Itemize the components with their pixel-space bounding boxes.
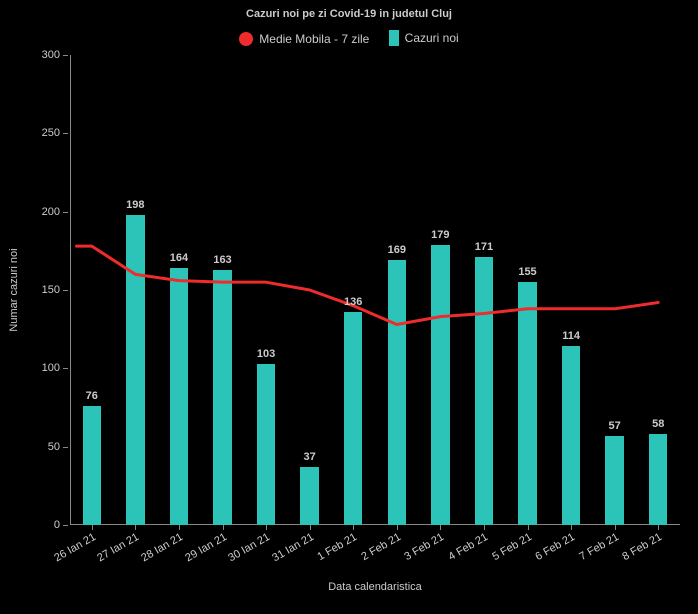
bar-value-label: 171 (475, 241, 493, 253)
legend-label-line: Medie Mobila - 7 zile (259, 32, 369, 46)
bar-value-label: 76 (86, 390, 98, 402)
bar-value-label: 58 (652, 418, 664, 430)
y-tick-label: 250 (42, 127, 60, 139)
y-tick-mark (63, 212, 68, 213)
legend-swatch-line (239, 32, 253, 46)
legend-item-bars: Cazuri noi (389, 30, 459, 46)
x-tick-label: 8 Feb 21 (621, 531, 665, 563)
legend-label-bars: Cazuri noi (405, 31, 459, 45)
x-tick-mark (266, 525, 267, 530)
x-tick-mark (397, 525, 398, 530)
x-axis-label: Data calendaristica (70, 581, 680, 593)
y-tick-label: 300 (42, 49, 60, 61)
x-tick-label: 3 Feb 21 (403, 531, 447, 563)
y-tick-label: 0 (54, 519, 60, 531)
x-tick-mark (658, 525, 659, 530)
x-tick-mark (440, 525, 441, 530)
bar-value-label: 198 (126, 199, 144, 211)
bar-value-label: 155 (518, 266, 536, 278)
chart-container: Cazuri noi pe zi Covid-19 in judetul Clu… (0, 0, 698, 614)
y-tick-label: 100 (42, 362, 60, 374)
y-tick-label: 50 (48, 441, 60, 453)
bar-value-label: 179 (431, 229, 449, 241)
x-tick-label: 2 Feb 21 (359, 531, 403, 563)
x-tick-label: 28 Ian 21 (139, 531, 185, 564)
bar-value-label: 103 (257, 348, 275, 360)
y-tick-mark (63, 368, 68, 369)
x-tick-mark (223, 525, 224, 530)
plot-area: 76 198 164 163 103 37 136 169 179 171 155 114 57 58 (70, 55, 680, 525)
bar-value-label: 37 (304, 451, 316, 463)
bar-value-label: 136 (344, 296, 362, 308)
x-tick-mark (135, 525, 136, 530)
y-axis-label: Numar cazuri noi (8, 248, 20, 331)
y-tick-mark (63, 447, 68, 448)
x-tick-label: 5 Feb 21 (490, 531, 534, 563)
legend: Medie Mobila - 7 zile Cazuri noi (0, 30, 698, 49)
bar-value-label: 163 (213, 254, 231, 266)
x-tick-label: 4 Feb 21 (446, 531, 490, 563)
x-tick-mark (571, 525, 572, 530)
y-tick-mark (63, 55, 68, 56)
y-tick-mark (63, 133, 68, 134)
chart-title: Cazuri noi pe zi Covid-19 in judetul Clu… (0, 8, 698, 20)
line-series (70, 55, 680, 525)
x-tick-mark (179, 525, 180, 530)
x-tick-label: 6 Feb 21 (533, 531, 577, 563)
x-tick-mark (92, 525, 93, 530)
x-tick-label: 26 Ian 21 (52, 531, 98, 564)
y-tick-mark (63, 525, 68, 526)
x-tick-label: 7 Feb 21 (577, 531, 621, 563)
x-tick-mark (310, 525, 311, 530)
bar-value-label: 114 (562, 330, 580, 342)
x-tick-mark (528, 525, 529, 530)
x-tick-label: 30 Ian 21 (226, 531, 272, 564)
x-tick-mark (353, 525, 354, 530)
y-tick-label: 150 (42, 284, 60, 296)
x-tick-label: 31 Ian 21 (270, 531, 316, 564)
x-tick-label: 27 Ian 21 (96, 531, 142, 564)
x-tick-mark (484, 525, 485, 530)
x-tick-label: 1 Feb 21 (316, 531, 360, 563)
y-tick-label: 200 (42, 206, 60, 218)
y-tick-mark (63, 290, 68, 291)
x-tick-mark (615, 525, 616, 530)
y-axis: Numar cazuri noi 050100150200250300 (0, 55, 68, 525)
x-tick-label: 29 Ian 21 (183, 531, 229, 564)
legend-item-line: Medie Mobila - 7 zile (239, 32, 369, 46)
bar-value-label: 164 (170, 252, 188, 264)
bar-value-label: 169 (388, 244, 406, 256)
bar-value-label: 57 (609, 420, 621, 432)
x-axis: 26 Ian 2127 Ian 2128 Ian 2129 Ian 2130 I… (70, 525, 680, 595)
legend-swatch-bars (389, 30, 399, 46)
